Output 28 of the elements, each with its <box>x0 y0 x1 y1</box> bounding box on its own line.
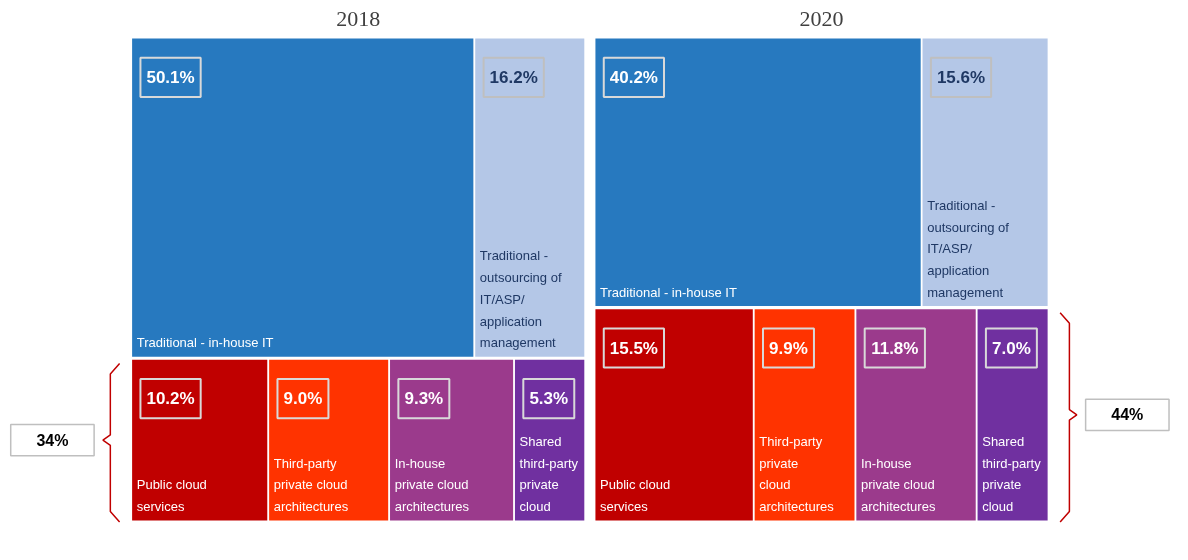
category-label: Traditional - in-house IT <box>600 284 737 300</box>
data-label: 5.3% <box>529 389 569 409</box>
category-label: In-house private cloud architectures <box>860 455 936 515</box>
data-label: 9.3% <box>404 389 444 409</box>
data-label: 15.6% <box>936 67 986 87</box>
category-label: Traditional - outsourcing of IT/ASP/ application management <box>479 248 562 351</box>
category-label: Public cloud services <box>600 477 671 515</box>
data-label: 9.9% <box>769 338 808 358</box>
category-label: Shared third-party private cloud <box>519 433 579 515</box>
category-label: Traditional - outsourcing of IT/ASP/ application management <box>927 197 1010 300</box>
data-label: 10.2% <box>146 389 195 409</box>
text: 2020 <box>799 5 844 31</box>
category-label: In-house private cloud architectures <box>394 455 470 515</box>
category-label: Third-party private cloud architectures <box>273 455 349 515</box>
data-label: 40.2% <box>609 67 658 87</box>
data-label: 9.0% <box>283 389 323 409</box>
data-label: 11.8% <box>871 338 919 358</box>
data-label: 7.0% <box>992 338 1031 358</box>
text: 2018 <box>336 5 381 31</box>
category-label: Public cloud services <box>136 477 207 515</box>
category-label: Shared third-party private cloud <box>982 433 1042 515</box>
text: 34% <box>36 431 69 449</box>
data-label: 16.2% <box>489 67 538 87</box>
data-label: 50.1% <box>146 67 195 87</box>
category-label: Third-party private cloud architectures <box>759 433 835 515</box>
text: 44% <box>1111 406 1144 424</box>
category-label: Traditional - in-house IT <box>136 335 274 351</box>
data-label: 15.5% <box>609 338 658 358</box>
